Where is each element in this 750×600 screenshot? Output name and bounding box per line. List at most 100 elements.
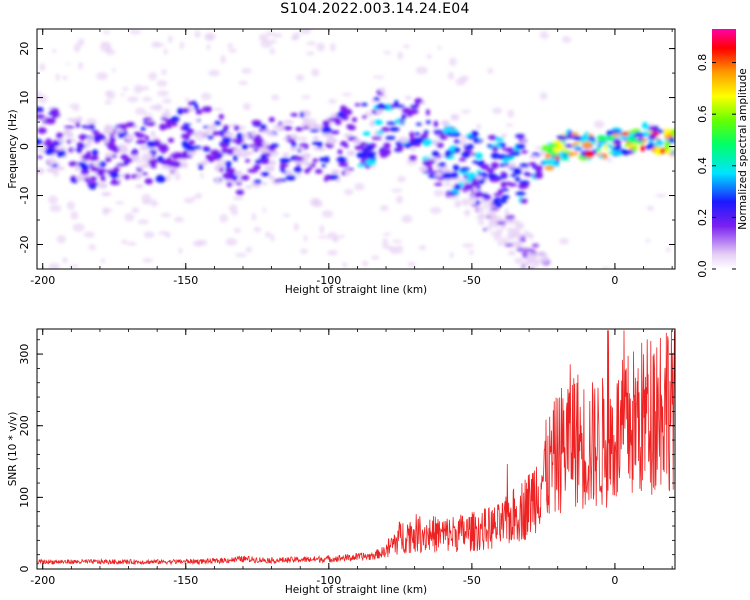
heatmap-blob — [501, 133, 507, 138]
heatmap-blob — [476, 123, 482, 131]
heatmap-blob — [251, 130, 256, 138]
heatmap-blob — [214, 180, 223, 184]
heatmap-blob — [622, 34, 632, 43]
heatmap-blob — [191, 132, 199, 137]
heatmap-blob — [444, 150, 451, 158]
heatmap-blob — [403, 44, 410, 49]
heatmap-blob — [133, 84, 143, 94]
heatmap-blob — [373, 97, 381, 101]
heatmap-blob — [476, 185, 481, 189]
y-tick-label: 200 — [18, 415, 31, 436]
heatmap-blob — [431, 150, 439, 157]
heatmap-blob — [106, 90, 116, 100]
heatmap-blob — [127, 96, 139, 103]
heatmap-blob — [191, 195, 197, 200]
heatmap-blob — [671, 129, 675, 136]
y-tick-label: 0 — [18, 143, 31, 150]
heatmap-blob — [427, 53, 432, 60]
snr-x-ticks: -200 -150 -100 -50 0 — [30, 329, 673, 587]
heatmap-blob — [149, 164, 158, 169]
heatmap-blob — [256, 143, 264, 148]
heatmap-blob — [342, 108, 353, 116]
heatmap-blob — [37, 167, 45, 175]
heatmap-blob — [501, 195, 510, 200]
heatmap-blob — [464, 209, 471, 217]
colorbar-tick-label: 0.2 — [696, 209, 709, 227]
heatmap-blob — [48, 262, 60, 269]
heatmap-blob — [238, 80, 249, 85]
heatmap-blob — [508, 162, 517, 168]
heatmap-blob — [492, 198, 500, 205]
heatmap-blob — [81, 163, 90, 171]
heatmap-blob — [415, 66, 428, 75]
heatmap-blob — [530, 272, 538, 277]
heatmap-blob — [317, 235, 327, 239]
heatmap-blob — [443, 183, 452, 187]
spectrogram-frame — [36, 28, 676, 270]
heatmap-blob — [510, 173, 517, 177]
heatmap-blob — [531, 243, 540, 248]
heatmap-blob — [269, 160, 276, 166]
heatmap-blob — [252, 182, 262, 188]
x-tick-label: -200 — [30, 574, 55, 587]
heatmap-blob — [50, 169, 59, 174]
heatmap-blob — [450, 189, 459, 193]
heatmap-blob — [487, 67, 493, 74]
heatmap-blob — [135, 184, 144, 189]
heatmap-blob — [524, 248, 533, 252]
heatmap-blob — [188, 139, 196, 145]
heatmap-blob — [406, 111, 413, 117]
heatmap-blob — [109, 173, 120, 179]
heatmap-blob — [316, 42, 326, 52]
heatmap-blob — [514, 257, 524, 264]
heatmap-blob — [558, 142, 565, 150]
heatmap-blob — [61, 75, 68, 80]
heatmap-blob — [326, 250, 338, 256]
heatmap-blob — [342, 262, 348, 268]
heatmap-blob — [502, 188, 509, 192]
heatmap-blob — [268, 146, 276, 152]
heatmap-blob — [382, 232, 391, 236]
heatmap-blob — [140, 126, 146, 131]
heatmap-blob — [80, 169, 90, 176]
heatmap-blob — [509, 152, 518, 157]
heatmap-blob — [45, 117, 56, 125]
heatmap-blob — [619, 135, 625, 140]
heatmap-blob — [457, 142, 469, 146]
heatmap-blob — [399, 118, 405, 123]
heatmap-blob — [505, 123, 514, 127]
heatmap-blob — [396, 195, 404, 204]
heatmap-blob — [312, 135, 319, 141]
heatmap-blob — [130, 150, 139, 156]
heatmap-blob — [556, 135, 567, 140]
heatmap-blob — [530, 272, 535, 279]
heatmap-blob — [484, 204, 494, 210]
heatmap-blob — [408, 155, 417, 161]
heatmap-blob — [142, 50, 151, 58]
heatmap-blob — [179, 152, 190, 159]
heatmap-blob — [607, 156, 612, 163]
heatmap-blob — [365, 138, 371, 143]
heatmap-blob — [317, 141, 323, 149]
heatmap-blob — [188, 101, 193, 106]
heatmap-blob — [279, 123, 285, 130]
heatmap-blob — [519, 163, 530, 168]
heatmap-blob — [612, 138, 622, 146]
heatmap-blob — [84, 177, 91, 183]
heatmap-blob — [269, 48, 276, 55]
heatmap-blob — [279, 167, 286, 172]
heatmap-blob — [184, 247, 195, 253]
heatmap-blob — [297, 146, 305, 151]
heatmap-blob — [337, 149, 343, 155]
heatmap-blob — [365, 159, 377, 166]
heatmap-blob — [483, 193, 489, 197]
heatmap-blob — [394, 100, 399, 107]
heatmap-blob — [301, 95, 311, 99]
heatmap-blob — [615, 144, 622, 148]
heatmap-blob — [301, 69, 308, 75]
heatmap-blob — [626, 137, 638, 144]
heatmap-blob — [114, 201, 125, 205]
heatmap-blob — [177, 107, 184, 115]
heatmap-blob — [283, 120, 294, 124]
heatmap-blob — [422, 160, 433, 167]
